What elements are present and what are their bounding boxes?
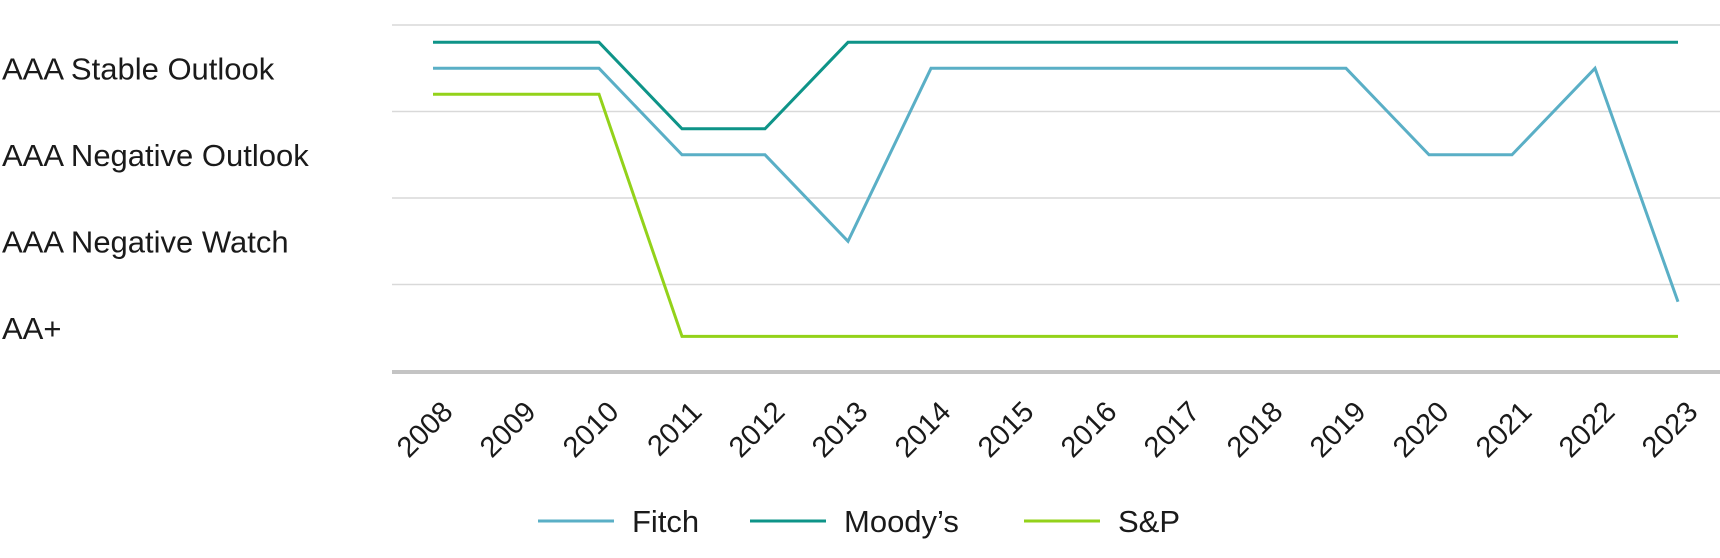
y-tick-label: AAA Negative Watch	[2, 224, 289, 259]
series-line-2	[433, 92, 1678, 338]
x-tick-label: 2014	[889, 396, 957, 464]
y-tick-label: AAA Stable Outlook	[2, 51, 275, 86]
x-tick-label: 2012	[723, 396, 791, 464]
legend-label: S&P	[1118, 504, 1180, 539]
x-tick-label: 2016	[1055, 396, 1123, 464]
x-tick-label: 2013	[806, 396, 874, 464]
legend-label: Moody’s	[844, 504, 959, 539]
x-tick-label: 2019	[1304, 396, 1372, 464]
gridlines	[392, 24, 1720, 286]
x-tick-label: 2018	[1221, 396, 1289, 464]
x-tick-label: 2023	[1636, 396, 1704, 464]
x-tick-label: 2009	[474, 396, 542, 464]
legend: Fitch Moody’s S&P	[538, 504, 1180, 539]
x-tick-label: 2017	[1138, 396, 1206, 464]
x-tick-label: 2011	[642, 396, 709, 463]
x-tick-label: 2020	[1387, 396, 1455, 464]
x-tick-label: 2015	[972, 396, 1040, 464]
x-tick-label: 2010	[557, 396, 625, 464]
series-line-0	[433, 65, 1680, 303]
x-tick-label: 2022	[1553, 396, 1621, 464]
y-tick-label: AAA Negative Outlook	[2, 138, 309, 173]
x-tick-label: 2021	[1470, 396, 1538, 464]
series-lines	[433, 40, 1680, 338]
x-tick-label: 2008	[391, 396, 459, 464]
series-line-1	[433, 40, 1678, 131]
x-axis-tick-labels: 2008 2009 2010 2011 2012 2013 2014 2015 2016 2017…	[391, 396, 1704, 464]
legend-label: Fitch	[632, 504, 699, 539]
y-tick-label: AA+	[2, 311, 61, 346]
y-axis-labels: AA+ AAA Negative Watch AAA Negative Outloo…	[2, 51, 309, 346]
